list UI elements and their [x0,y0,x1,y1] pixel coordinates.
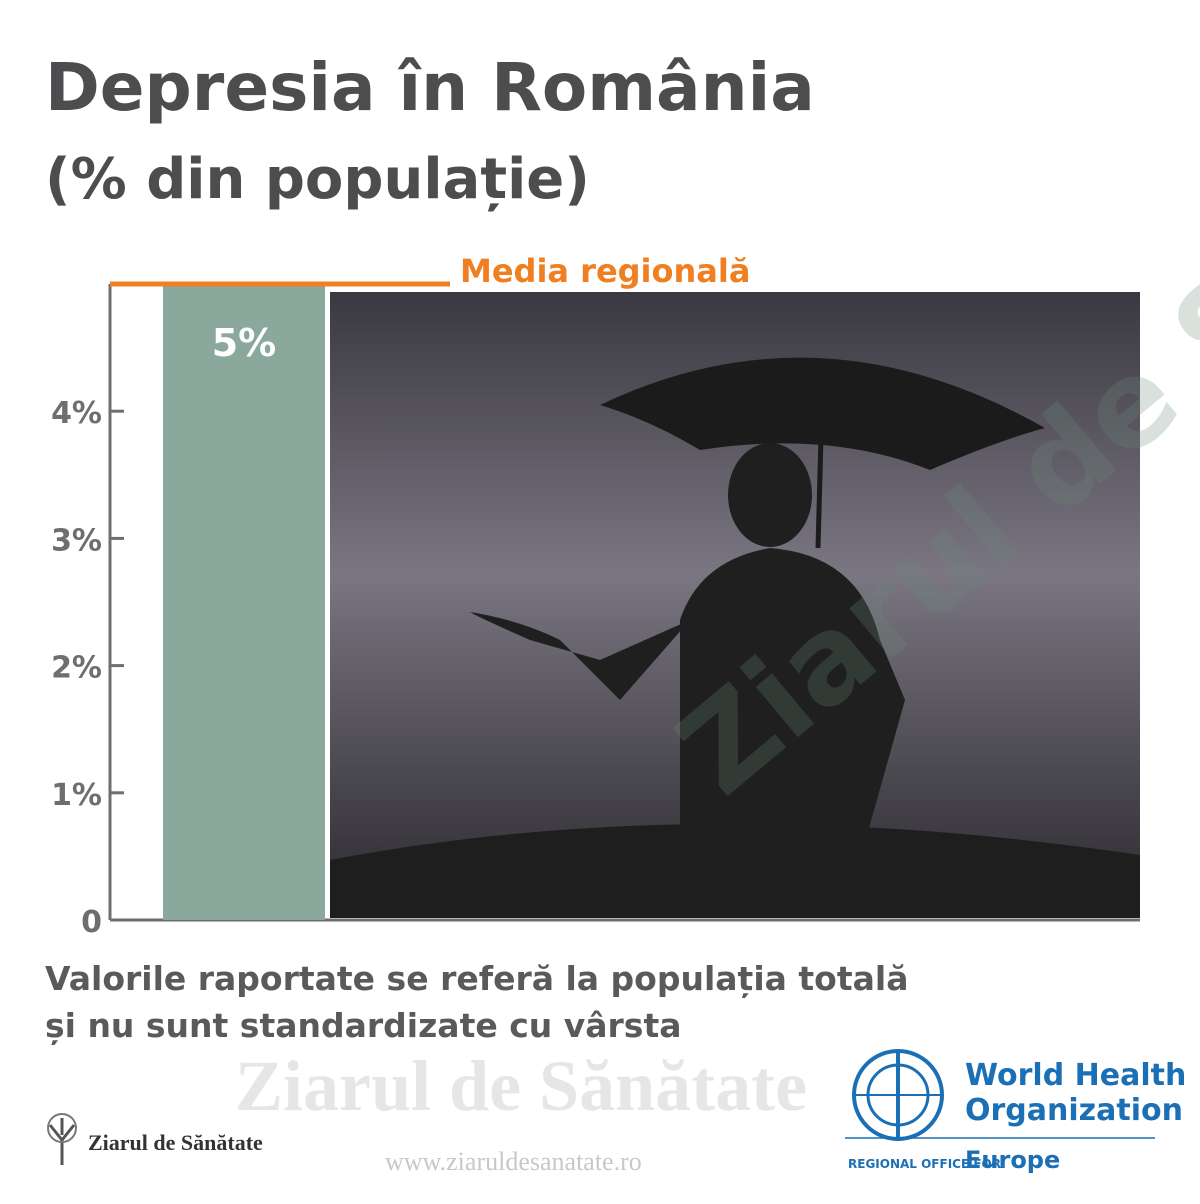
subtitle: (% din populație) [45,147,590,212]
photo [330,292,1140,918]
brand-logo [47,1113,77,1165]
url: www.ziaruldesanatate.ro [385,1147,642,1176]
note-line: și nu sunt standardizate cu vârsta [45,1006,682,1045]
who-emblem [852,1049,944,1141]
value-label: 5% [212,321,277,365]
y-tick-label: 4% [51,396,102,431]
reference-label: Media regională [460,252,750,290]
who-name: World Health [965,1058,1186,1093]
chart: 0 1% 2% 3% 4% 5% Media regională [51,252,1140,940]
y-tick-label: 0 [81,905,102,940]
who-name: Organization [965,1093,1183,1128]
bar [163,284,325,920]
watermark: Ziarul de Sănătate [235,1046,807,1126]
note-line: Valorile raportate se referă la populați… [45,959,908,998]
y-tick-label: 1% [51,778,102,813]
who-office: REGIONAL OFFICE FOR [848,1157,1001,1171]
who-region: Europe [965,1146,1060,1174]
title: Depresia în România [45,49,815,126]
y-tick-label: 2% [51,651,102,686]
y-tick-label: 3% [51,523,102,558]
brand-name: Ziarul de Sănătate [88,1130,263,1155]
